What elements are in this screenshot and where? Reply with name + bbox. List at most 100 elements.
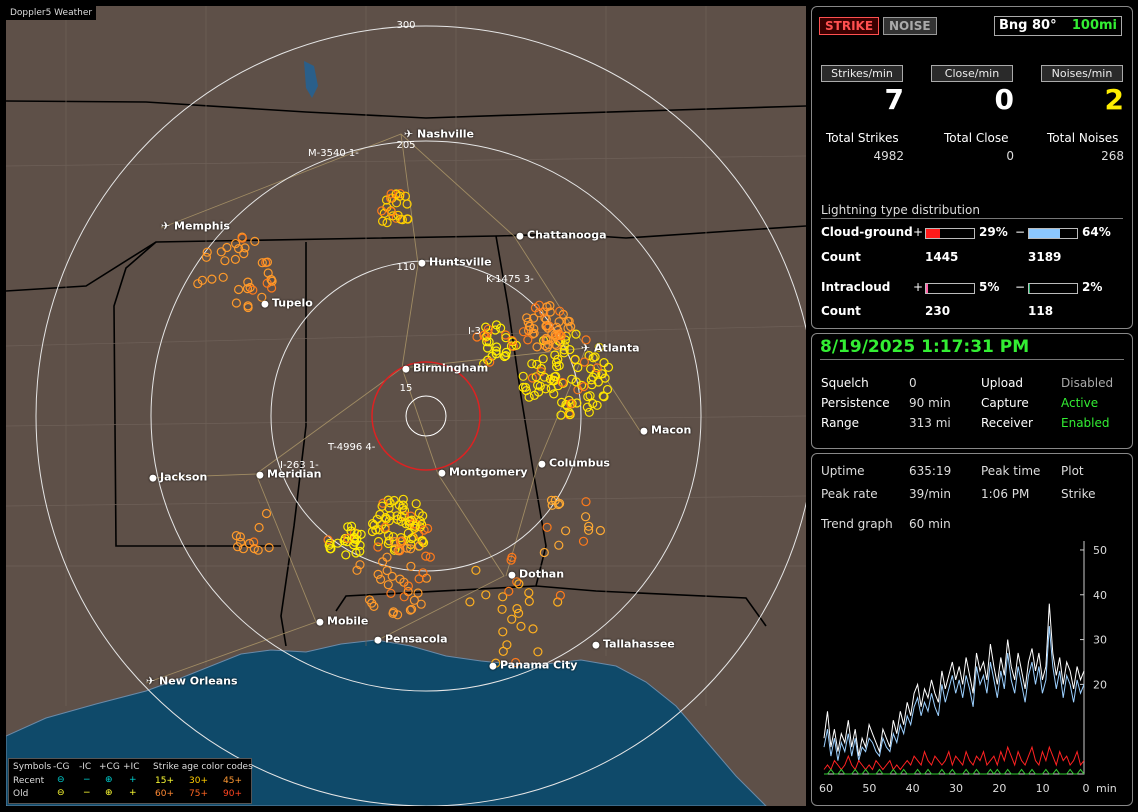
legend-glyph: ⊖ xyxy=(57,788,65,798)
strike-marker xyxy=(218,272,228,282)
strike-marker xyxy=(393,210,403,220)
city-label: ● Pensacola xyxy=(374,633,448,646)
storm-tag[interactable]: I-263 1- xyxy=(280,460,319,471)
strike-marker xyxy=(471,565,481,575)
close-per-min-button[interactable]: Close/min xyxy=(931,65,1013,82)
trend-panel: Uptime 635:19 Peak time Plot Peak rate 3… xyxy=(811,453,1133,806)
strike-button[interactable]: STRIKE xyxy=(819,17,880,35)
strike-marker xyxy=(584,521,594,531)
strike-marker xyxy=(533,647,543,657)
strike-marker xyxy=(378,557,388,567)
city-dot-icon: ● xyxy=(438,468,449,479)
strike-marker xyxy=(570,354,580,364)
y-tick-label: 40 xyxy=(1093,589,1107,602)
highways xyxy=(145,133,641,684)
legend-age: 75+ xyxy=(189,789,208,799)
bearing-range-box[interactable]: Bng 80° 100mi xyxy=(994,16,1122,36)
storm-tag[interactable]: K-1475 3- xyxy=(486,274,534,285)
capture-value[interactable]: Active xyxy=(1061,396,1099,410)
strike-marker xyxy=(398,500,408,510)
city-dot-icon: ● xyxy=(402,364,413,375)
strike-marker xyxy=(579,382,589,392)
plot-value[interactable]: Strike xyxy=(1061,487,1096,501)
strike-marker xyxy=(352,565,362,575)
strike-marker xyxy=(257,258,267,268)
total-noises-value: 268 xyxy=(1101,149,1124,163)
radar-map[interactable]: 300 205 110 15 M-3540 1- K-1475 3- I-3 T… xyxy=(6,6,806,806)
strike-marker xyxy=(405,605,415,615)
strike-marker xyxy=(235,532,245,542)
upload-label: Upload xyxy=(981,376,1024,390)
city-name: Tupelo xyxy=(272,296,313,310)
city-label: ✈ Nashville xyxy=(404,128,474,141)
city-dot-icon: ● xyxy=(418,258,429,269)
strike-marker xyxy=(409,595,419,605)
cg-negative-bar xyxy=(1028,228,1078,239)
strike-marker xyxy=(491,349,501,359)
strike-marker xyxy=(549,389,559,399)
noises-per-min-button[interactable]: Noises/min xyxy=(1041,65,1123,82)
strike-marker xyxy=(399,592,409,602)
strike-marker xyxy=(262,257,272,267)
noise-button[interactable]: NOISE xyxy=(883,17,937,35)
close-per-min-value: 0 xyxy=(994,83,1014,116)
strike-marker xyxy=(597,369,608,379)
city-dot-icon: ● xyxy=(261,299,272,310)
strike-marker xyxy=(581,497,591,507)
strike-marker xyxy=(530,303,541,313)
strike-marker xyxy=(376,574,386,585)
strike-marker xyxy=(472,332,482,342)
trend-graph-value[interactable]: 60 min xyxy=(909,517,951,531)
strike-marker xyxy=(343,522,353,532)
strike-marker xyxy=(220,256,230,266)
x-tick-label: 20 xyxy=(992,782,1006,795)
upload-value[interactable]: Disabled xyxy=(1061,376,1114,390)
city-name: Macon xyxy=(651,423,692,437)
strike-marker xyxy=(244,538,254,549)
receiver-value[interactable]: Enabled xyxy=(1061,416,1110,430)
strike-marker xyxy=(512,577,522,587)
strike-marker xyxy=(403,581,413,591)
strike-marker xyxy=(377,206,387,216)
strike-marker xyxy=(396,532,406,543)
strike-marker xyxy=(538,354,548,364)
strike-marker xyxy=(528,329,538,339)
strike-marker xyxy=(541,335,551,345)
strike-marker xyxy=(572,398,582,408)
strike-marker xyxy=(262,278,272,288)
storm-tag[interactable]: T-4996 4- xyxy=(327,442,376,453)
city-name: Pensacola xyxy=(385,632,448,646)
strike-marker xyxy=(599,392,609,402)
strike-marker xyxy=(518,382,528,392)
legend-col: -IC xyxy=(79,762,92,772)
range-label-300: 300 xyxy=(396,20,415,31)
strike-marker xyxy=(202,247,212,257)
strike-marker xyxy=(559,345,569,355)
strike-marker xyxy=(263,268,273,278)
ic-positive-bar xyxy=(925,283,975,294)
ic-negative-count: 118 xyxy=(1028,304,1054,318)
storm-tag[interactable]: I-3 xyxy=(468,326,481,337)
strike-marker xyxy=(481,590,491,600)
ic-negative-pct: 2% xyxy=(1082,280,1103,294)
strike-marker xyxy=(231,239,241,249)
legend-col: -CG xyxy=(53,762,70,772)
persistence-value: 90 min xyxy=(909,396,951,410)
strike-marker xyxy=(374,536,384,547)
city-name: Huntsville xyxy=(429,255,492,269)
city-dot-icon: ● xyxy=(538,459,549,470)
strikes-per-min-button[interactable]: Strikes/min xyxy=(821,65,903,82)
strike-marker xyxy=(222,242,232,253)
airport-icon: ✈ xyxy=(404,127,418,141)
x-axis-label: min xyxy=(1096,782,1117,795)
legend-age: 15+ xyxy=(155,776,174,786)
legend-age: 60+ xyxy=(155,789,174,799)
cg-positive-bar xyxy=(925,228,975,239)
city-label: ● Columbus xyxy=(538,457,610,470)
strike-marker xyxy=(346,521,357,531)
strike-marker xyxy=(507,552,517,563)
ic-positive-count: 230 xyxy=(925,304,951,318)
strike-marker xyxy=(391,189,401,199)
strike-marker xyxy=(249,537,259,547)
storm-tag[interactable]: M-3540 1- xyxy=(308,148,359,159)
